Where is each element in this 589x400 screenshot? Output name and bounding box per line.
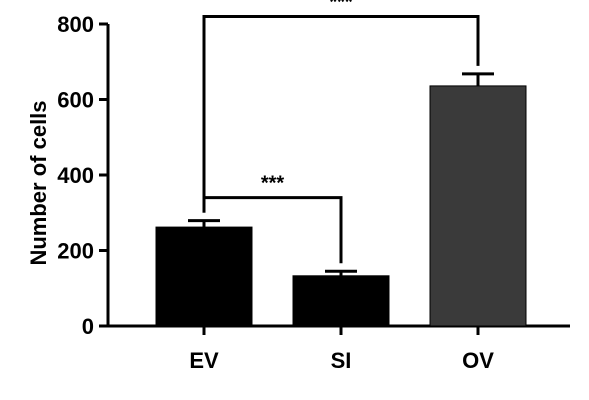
y-tick-label: 200 [57,239,94,264]
y-tick-label: 400 [57,163,94,188]
y-ticks: 0 200 400 600 800 [57,12,108,339]
bar-si [292,275,390,327]
x-ticks: EV SI OV [189,326,494,373]
y-tick-label: 0 [82,314,94,339]
x-tick-label-si: SI [331,348,352,373]
bar-ov [429,85,527,327]
bar-ev [155,226,253,327]
x-tick-label-ev: EV [189,348,219,373]
significance-label: *** [261,173,285,195]
error-bars [188,72,494,276]
significance-brackets: *** *** [202,0,480,264]
bars [155,85,527,327]
x-tick-label-ov: OV [462,348,494,373]
significance-label: *** [329,0,353,13]
y-axis-title: Number of cells [26,100,51,265]
y-tick-label: 800 [57,12,94,37]
significance-bracket [202,14,480,213]
y-tick-label: 600 [57,88,94,113]
significance-bracket [202,196,343,264]
